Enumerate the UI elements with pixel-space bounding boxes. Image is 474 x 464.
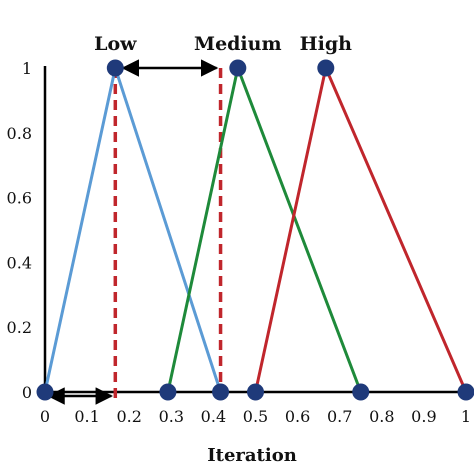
x-tick-label: 0 <box>40 407 50 426</box>
y-tick-label: 0.4 <box>7 253 32 272</box>
series-markers <box>36 59 474 401</box>
x-axis-title: Iteration <box>207 445 297 464</box>
data-point-marker <box>352 383 370 401</box>
data-point-marker <box>36 383 54 401</box>
y-tick-label: 0.2 <box>7 318 32 337</box>
series-label-medium: Medium <box>194 33 282 55</box>
y-tick-labels: 0 0.2 0.4 0.6 0.8 1 <box>7 59 32 402</box>
data-point-marker <box>212 383 230 401</box>
data-point-marker <box>229 59 247 77</box>
data-point-marker <box>317 59 335 77</box>
series-label-high: High <box>300 33 352 55</box>
series-lines <box>43 62 468 393</box>
x-tick-label: 0.8 <box>369 407 394 426</box>
series-line-medium <box>166 62 363 393</box>
series-labels: Low Medium High <box>94 33 352 55</box>
y-tick-label: 0.8 <box>7 124 32 143</box>
y-tick-label: 0.6 <box>7 189 32 208</box>
x-tick-label: 0.1 <box>74 407 99 426</box>
series-line-low <box>43 62 222 393</box>
x-tick-label: 0.3 <box>159 407 184 426</box>
data-point-marker <box>457 383 474 401</box>
data-point-marker <box>159 383 177 401</box>
data-point-marker <box>106 59 124 77</box>
range-arrows <box>47 59 219 405</box>
x-tick-label: 0.4 <box>201 407 226 426</box>
x-tick-label: 0.9 <box>411 407 436 426</box>
x-tick-label: 0.2 <box>116 407 141 426</box>
y-tick-label: 0 <box>22 383 32 402</box>
series-label-low: Low <box>94 33 137 55</box>
x-tick-label: 0.5 <box>243 407 268 426</box>
x-tick-label: 1 <box>461 407 471 426</box>
x-tick-labels: 0 0.1 0.2 0.3 0.4 0.5 0.6 0.7 0.8 0.9 1 <box>40 407 471 426</box>
data-point-marker <box>247 383 264 401</box>
x-tick-label: 0.6 <box>285 407 310 426</box>
y-tick-label: 1 <box>22 59 32 78</box>
reference-lines <box>113 68 223 400</box>
x-tick-label: 0.7 <box>327 407 352 426</box>
series-line-high <box>254 63 468 393</box>
